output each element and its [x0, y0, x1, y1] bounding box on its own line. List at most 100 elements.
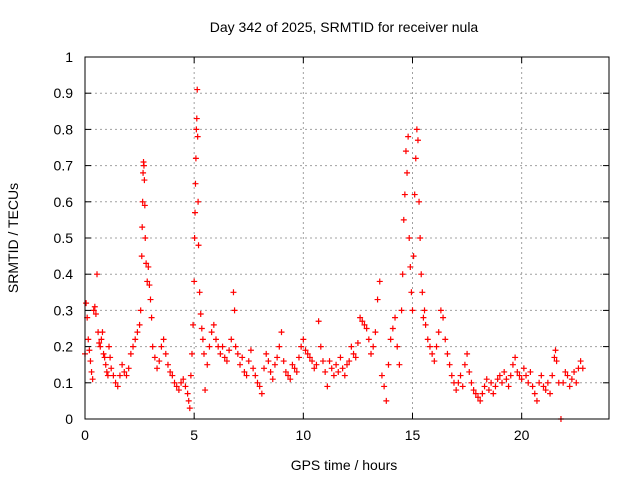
data-point — [139, 224, 146, 231]
data-point — [523, 372, 530, 379]
data-point — [309, 358, 316, 365]
data-point — [422, 321, 429, 328]
data-point — [571, 368, 578, 375]
data-point — [477, 397, 484, 404]
data-point — [202, 387, 209, 394]
data-point — [529, 383, 536, 390]
data-point — [164, 361, 171, 368]
data-point — [103, 368, 110, 375]
data-point — [483, 376, 490, 383]
data-point — [424, 336, 431, 343]
data-point — [389, 325, 396, 332]
data-point — [494, 376, 501, 383]
data-point — [387, 336, 394, 343]
data-point — [302, 347, 309, 354]
data-point — [326, 358, 333, 365]
data-point — [407, 263, 414, 270]
data-point — [376, 278, 383, 285]
data-point — [448, 372, 455, 379]
data-point — [191, 235, 198, 241]
data-point — [86, 347, 93, 354]
data-point — [577, 358, 584, 365]
data-point — [119, 361, 126, 368]
data-point — [464, 350, 471, 357]
data-point — [372, 329, 379, 336]
data-point — [102, 361, 109, 368]
data-point — [158, 343, 165, 350]
data-point — [169, 372, 176, 379]
data-point — [282, 368, 289, 375]
data-point — [204, 361, 211, 368]
data-point — [359, 318, 366, 325]
data-point — [542, 387, 549, 394]
data-point — [195, 242, 202, 249]
data-point — [241, 368, 248, 375]
data-point — [217, 350, 224, 357]
data-point — [274, 354, 281, 361]
data-point — [328, 365, 335, 372]
data-point — [263, 350, 270, 357]
data-point — [186, 405, 193, 412]
data-point — [97, 343, 104, 350]
data-point — [411, 191, 418, 198]
data-point — [492, 383, 499, 390]
data-point — [399, 271, 406, 278]
data-point — [418, 271, 425, 278]
data-point — [337, 354, 344, 361]
data-point — [108, 365, 115, 372]
data-point — [552, 347, 559, 354]
data-point — [136, 321, 143, 328]
data-point — [531, 390, 538, 397]
data-point — [412, 155, 419, 162]
data-point — [230, 289, 237, 296]
data-point — [341, 372, 348, 379]
data-point — [499, 379, 506, 386]
data-point — [346, 358, 353, 365]
data-point — [114, 383, 121, 390]
data-point — [468, 379, 475, 386]
data-point — [193, 115, 200, 122]
data-point — [147, 296, 154, 303]
data-point — [287, 376, 294, 383]
data-point — [392, 314, 399, 321]
data-point — [192, 209, 199, 216]
data-point — [206, 343, 213, 350]
data-point — [315, 318, 322, 325]
data-point — [300, 336, 307, 343]
data-point — [110, 372, 117, 379]
data-point — [361, 321, 368, 328]
data-point — [317, 343, 324, 350]
data-point — [431, 358, 438, 365]
data-point — [90, 307, 97, 314]
data-point — [101, 354, 108, 361]
y-tick-label: 0.6 — [54, 194, 74, 210]
data-point — [405, 133, 412, 140]
data-point — [194, 86, 201, 93]
data-point — [228, 336, 235, 343]
data-point — [85, 336, 92, 343]
data-point — [419, 289, 426, 296]
data-point — [490, 390, 497, 397]
y-tick-label: 0.2 — [54, 339, 74, 355]
data-point — [107, 354, 114, 361]
data-point — [258, 390, 265, 397]
data-point — [479, 390, 486, 397]
data-point — [173, 383, 180, 390]
data-point — [496, 372, 503, 379]
y-tick-label: 0.4 — [54, 266, 74, 282]
data-point — [88, 368, 95, 375]
data-point — [485, 387, 492, 394]
data-point — [509, 361, 516, 368]
data-point — [127, 350, 134, 357]
data-point — [130, 343, 137, 350]
data-point — [137, 307, 144, 314]
data-point — [520, 365, 527, 372]
grid-lines — [85, 57, 609, 419]
data-point — [295, 354, 302, 361]
data-point — [398, 307, 405, 314]
data-point — [455, 379, 462, 386]
data-point — [354, 339, 361, 346]
data-point — [143, 260, 150, 267]
data-point — [210, 321, 217, 328]
data-point — [383, 397, 390, 404]
